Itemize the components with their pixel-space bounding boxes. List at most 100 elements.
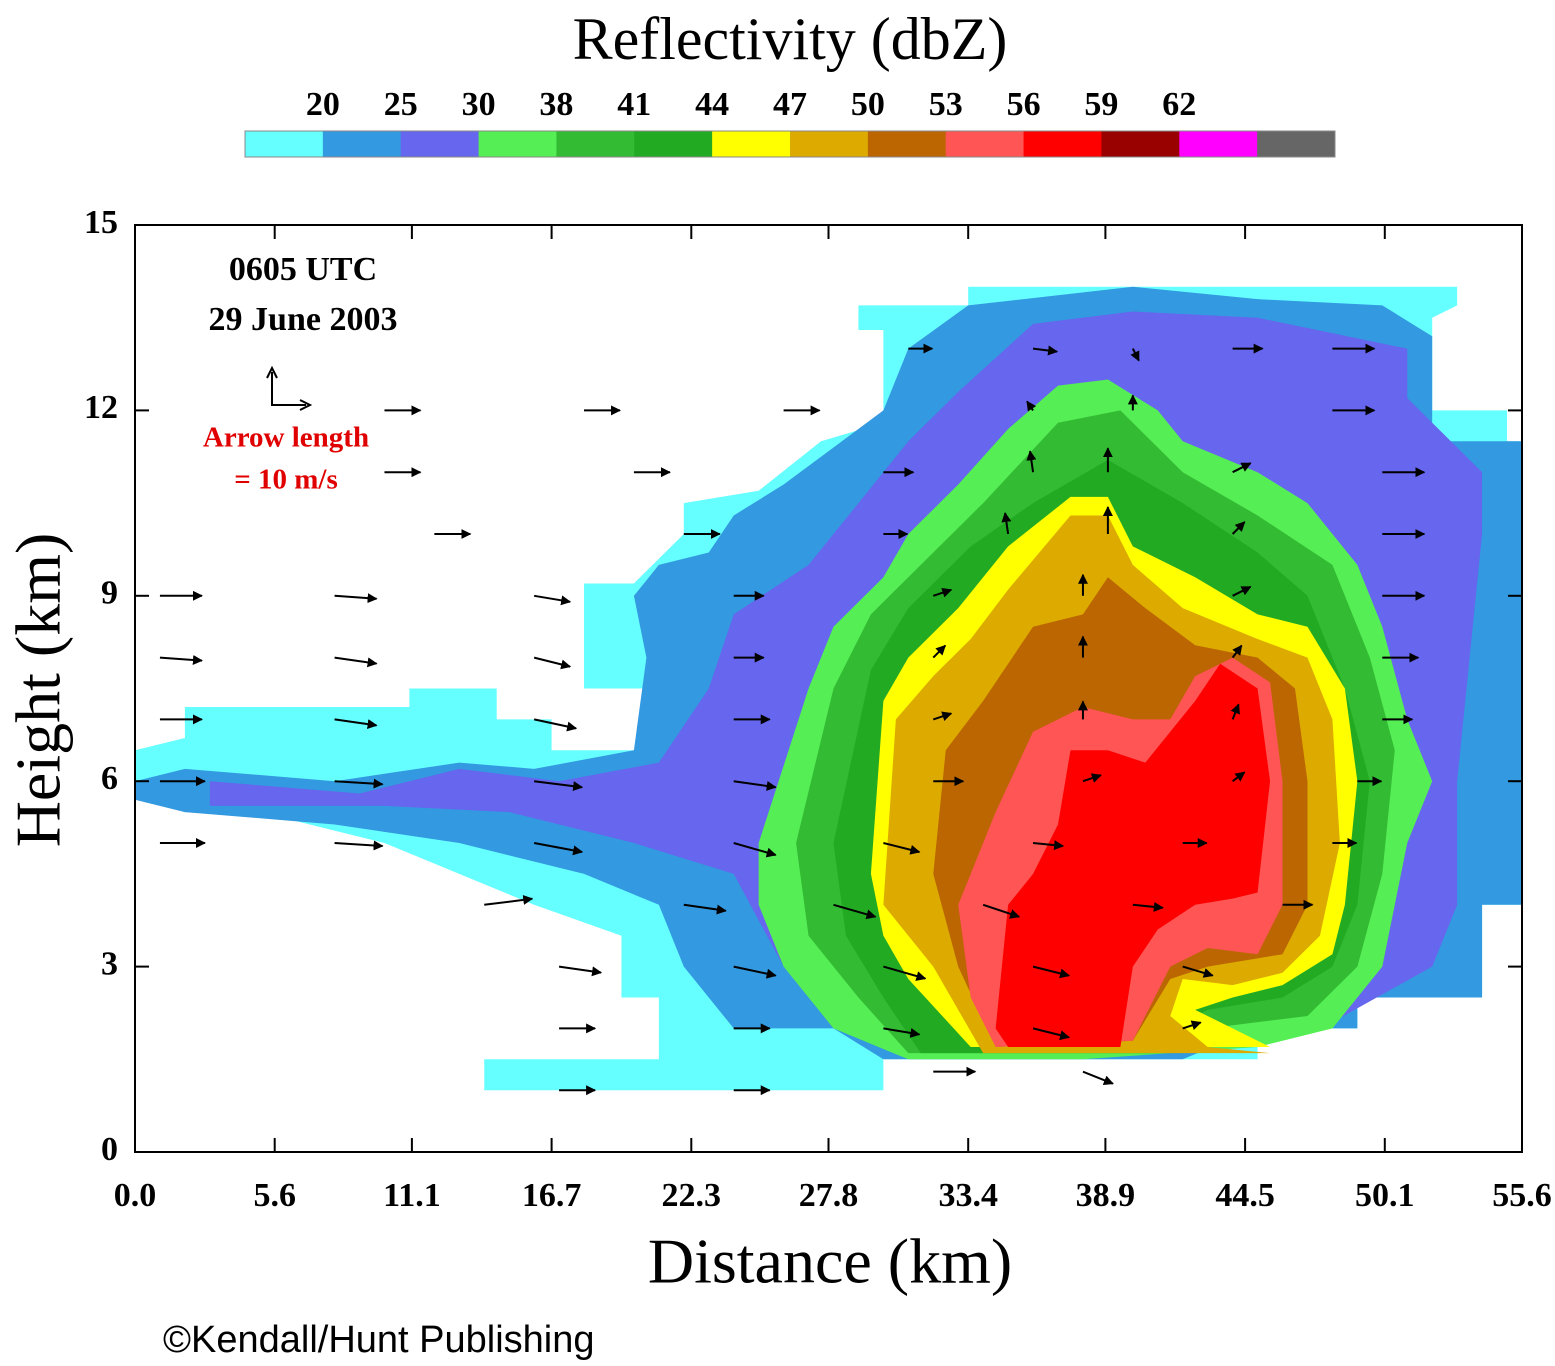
wind-vector (883, 1027, 921, 1038)
wind-vector (1231, 644, 1243, 659)
x-tick-label: 0.0 (114, 1177, 157, 1214)
colorbar-swatch (1101, 131, 1180, 157)
colorbar-swatch (712, 131, 791, 157)
wind-vector (334, 593, 378, 604)
contour-layer (135, 286, 1522, 1091)
colorbar-label: 56 (1007, 86, 1041, 123)
y-tick-label: 9 (101, 575, 118, 612)
x-axis-label: Distance (km) (648, 1226, 1012, 1297)
y-tick-label: 0 (101, 1131, 118, 1168)
wind-vector (1001, 512, 1012, 535)
wind-vector (1182, 965, 1214, 978)
wind-vector (1232, 585, 1252, 597)
colorbar-label: 25 (384, 86, 418, 123)
colorbar-label: 50 (851, 86, 885, 123)
y-tick-label: 6 (101, 760, 118, 797)
colorbar-swatch (634, 131, 713, 157)
wind-vector (533, 594, 572, 606)
wind-vector (1130, 348, 1140, 362)
wind-vector (883, 965, 927, 981)
wind-vector (1026, 450, 1037, 473)
wind-vector (334, 778, 384, 789)
colorbar-swatch (322, 131, 402, 157)
wind-vector (1026, 400, 1037, 412)
wind-vector (982, 903, 1021, 919)
colorbar-swatch (556, 131, 635, 157)
y-axis-label: Height (km) (3, 533, 74, 848)
colorbar-swatch (245, 131, 324, 157)
colorbar-swatch (1179, 131, 1258, 157)
wind-vector (558, 965, 603, 977)
wind-vector (1032, 345, 1059, 356)
annotation: 29 June 2003 (209, 301, 398, 338)
x-tick-label: 16.7 (522, 1177, 582, 1214)
wind-vector (733, 780, 777, 791)
colorbar-swatch (867, 131, 947, 157)
annotation: 0605 UTC (229, 251, 377, 288)
wind-vector (733, 965, 777, 979)
wind-vector (1032, 840, 1065, 851)
wind-vector (1232, 462, 1252, 474)
arrow-legend: Arrow length (203, 422, 369, 454)
x-tick-label: 44.5 (1215, 1177, 1275, 1214)
wind-vector (484, 894, 534, 906)
wind-vector (1182, 1020, 1202, 1030)
wind-vector (533, 656, 572, 670)
x-tick-label: 11.1 (383, 1177, 441, 1214)
y-tick-label: 12 (84, 389, 118, 426)
wind-vector (833, 903, 877, 920)
colorbar-label: 38 (539, 86, 573, 123)
wind-vector (533, 842, 584, 856)
colorbar-swatch (1257, 131, 1336, 157)
wind-vector (1032, 965, 1071, 979)
colorbar-label: 30 (462, 86, 496, 123)
colorbar-label: 20 (306, 86, 340, 123)
wind-vector (1132, 901, 1164, 912)
colorbar-swatch (945, 131, 1025, 157)
wind-vector (1230, 703, 1240, 720)
wind-vector (159, 654, 203, 665)
copyright: ©Kendall/Hunt Publishing (163, 1319, 595, 1361)
reference-arrow (271, 372, 306, 406)
wind-vector (883, 842, 921, 855)
wind-vector (1082, 1070, 1114, 1085)
colorbar-swatch (400, 131, 480, 157)
wind-vector (1231, 521, 1246, 535)
wind-vector (334, 718, 378, 730)
colorbar-label: 62 (1162, 86, 1196, 123)
x-tick-label: 33.4 (938, 1177, 998, 1214)
y-tick-label: 3 (101, 945, 118, 982)
y-tick-label: 15 (84, 204, 118, 241)
x-tick-label: 50.1 (1355, 1177, 1415, 1214)
wind-vector (534, 780, 584, 792)
colorbar-label: 41 (617, 86, 651, 123)
wind-vector (932, 644, 946, 659)
vector-layer (159, 343, 1426, 1096)
chart-title: Reflectivity (dbZ) (573, 6, 1008, 72)
wind-vector (733, 842, 777, 858)
wind-vector (533, 718, 578, 732)
x-tick-label: 22.3 (662, 1177, 722, 1214)
x-tick-label: 5.6 (253, 1177, 296, 1214)
wind-vector (683, 903, 727, 915)
reference-arrow-heads (266, 365, 313, 411)
wind-vector (334, 840, 384, 851)
colorbar-swatch (478, 131, 557, 157)
wind-vector (1082, 773, 1102, 783)
wind-vector (334, 656, 378, 668)
colorbar-label: 47 (773, 86, 807, 123)
wind-vector (1032, 1027, 1071, 1041)
wind-vector (932, 587, 953, 598)
x-tick-label: 38.9 (1076, 1177, 1136, 1214)
colorbar-label: 44 (695, 86, 729, 123)
colorbar-frame (244, 130, 1336, 158)
colorbar-swatch (1023, 131, 1102, 157)
wind-vector (1232, 771, 1246, 783)
x-tick-label: 27.8 (799, 1177, 859, 1214)
wind-vector (932, 711, 953, 721)
arrow-legend: = 10 m/s (234, 464, 338, 496)
colorbar-swatch (790, 131, 869, 157)
x-tick-label: 55.6 (1492, 1177, 1552, 1214)
colorbar-label: 59 (1084, 86, 1118, 123)
